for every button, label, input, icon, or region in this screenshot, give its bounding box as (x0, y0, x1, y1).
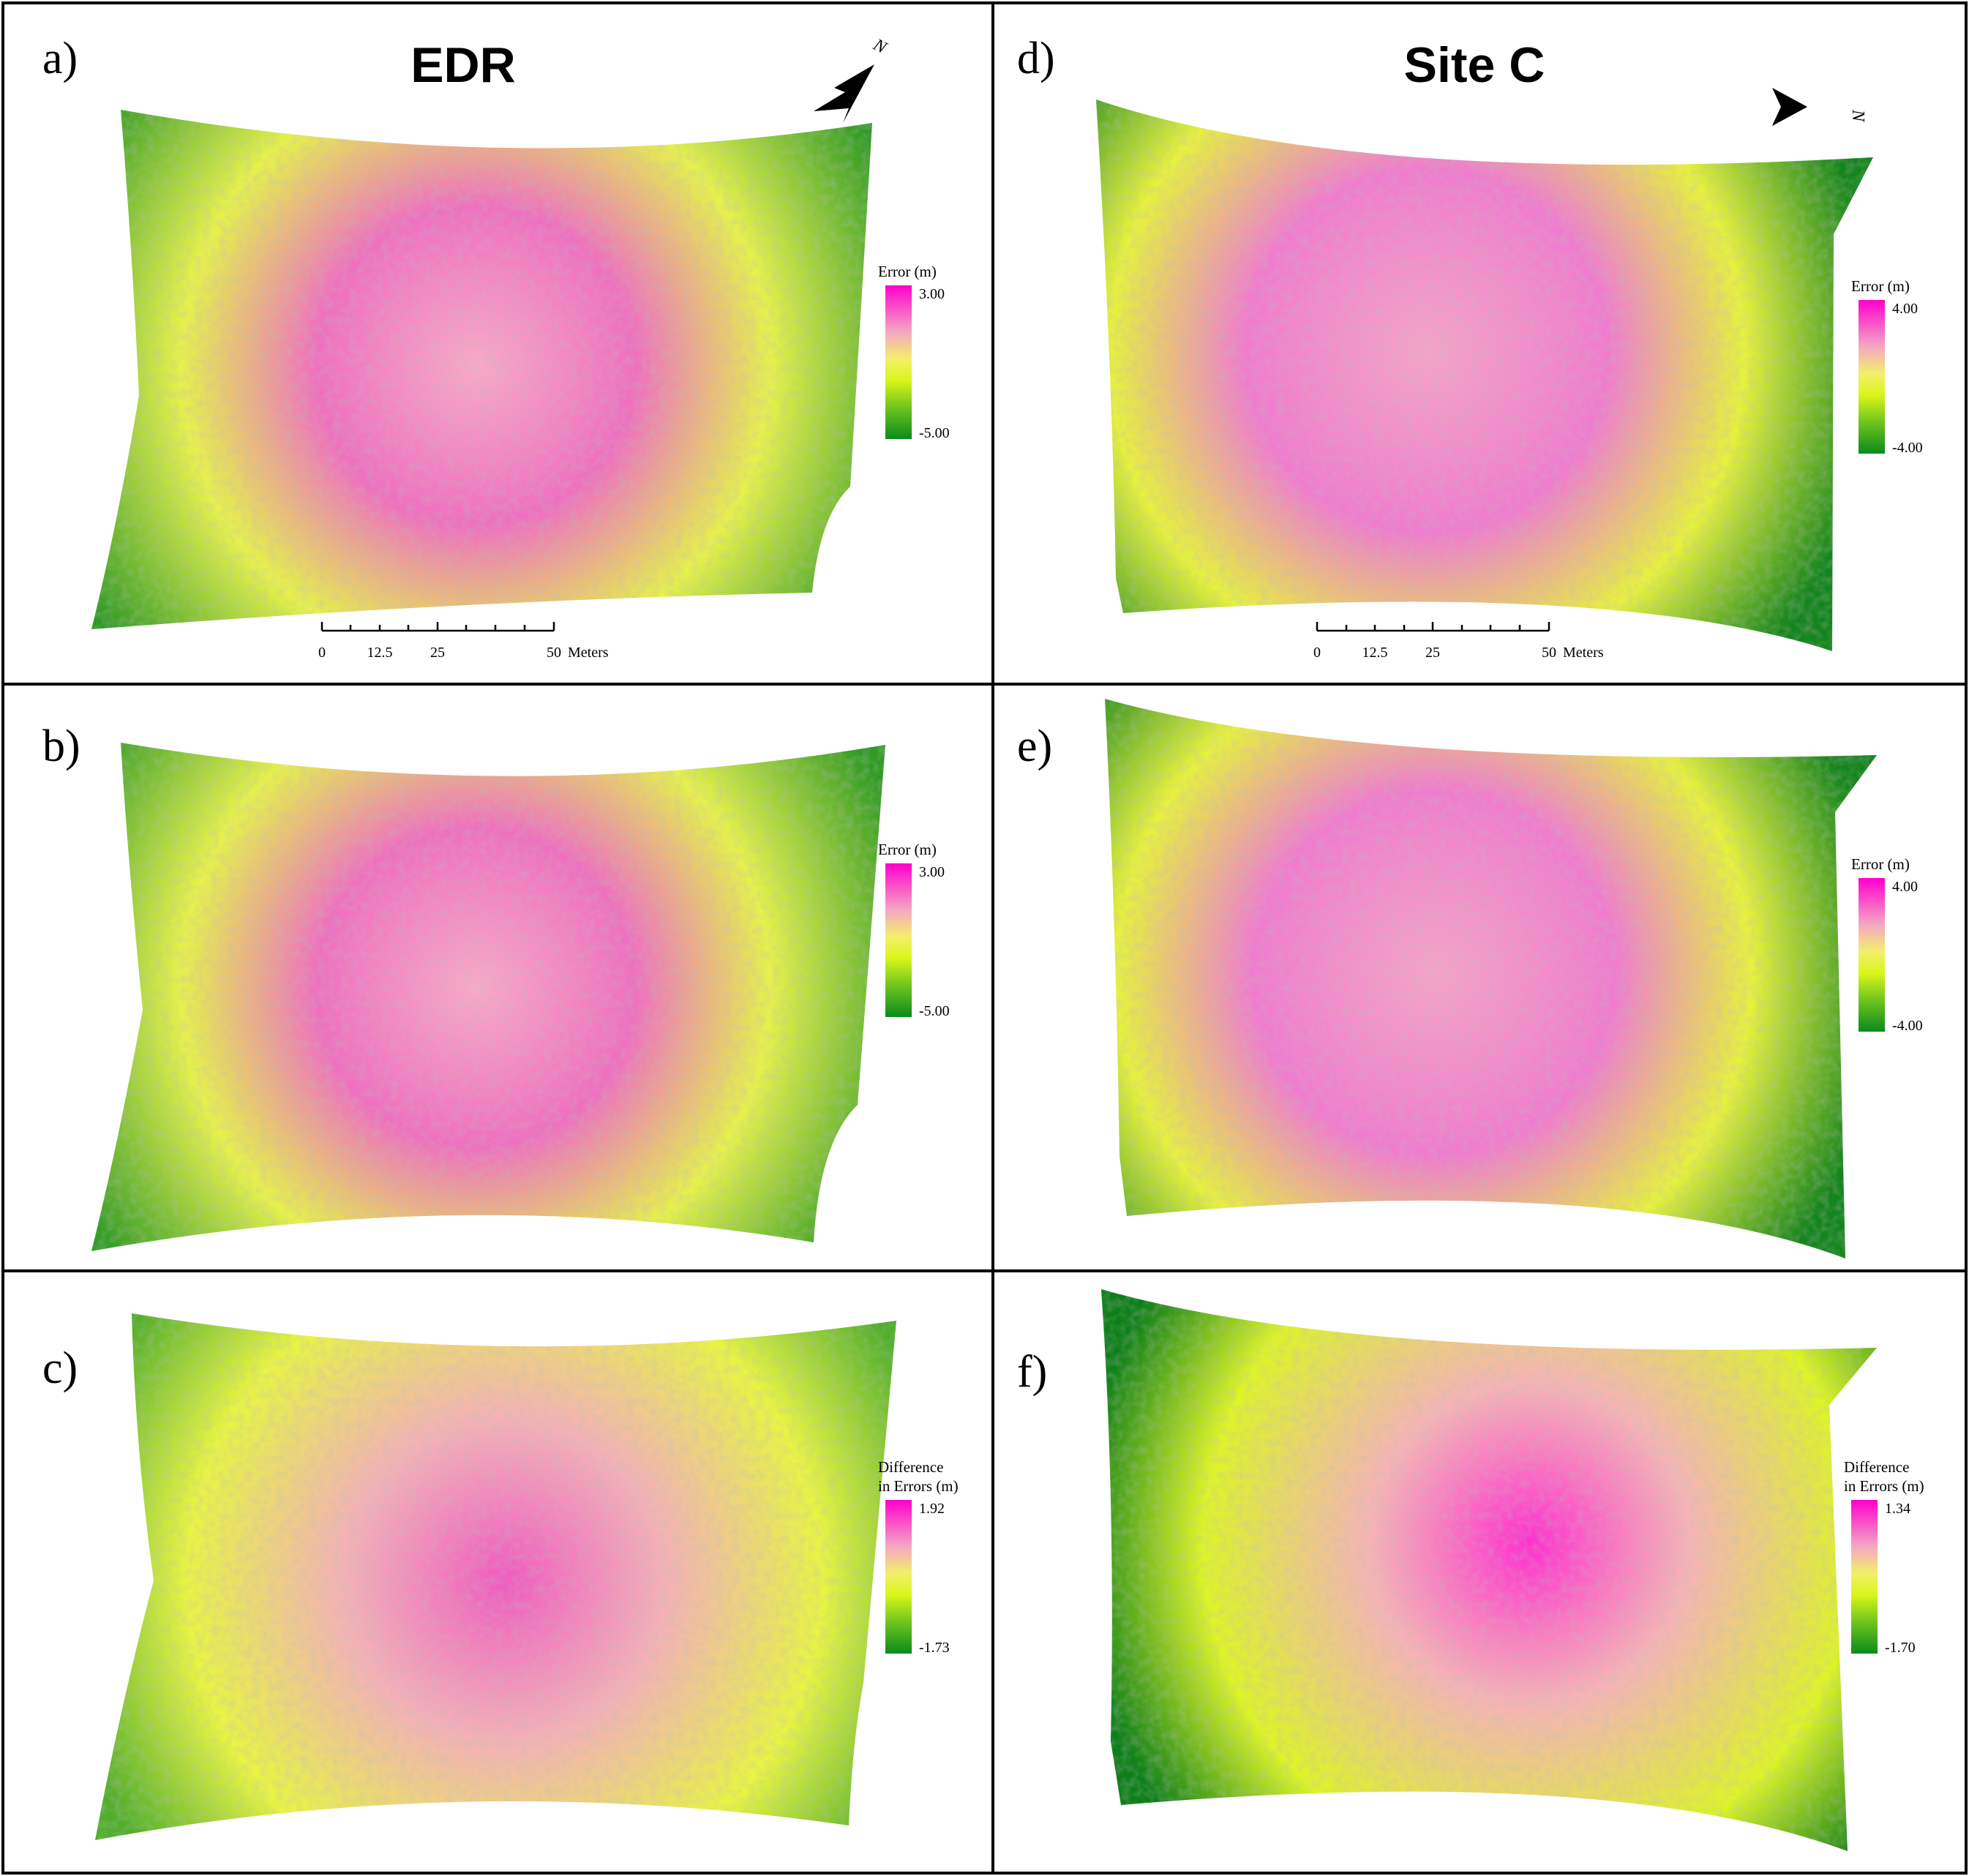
legend: Error (m) 4.00 -4.00 (1851, 855, 1923, 1034)
scale-unit-edr: Meters (568, 645, 609, 661)
north-arrow-icon-site-c: N (1772, 88, 1867, 126)
legend-max-value: 3.00 (919, 864, 945, 880)
legend-color-ramp (885, 863, 912, 1017)
legend-title: Error (m) (1851, 855, 1910, 873)
scale-bar-site-c (1316, 622, 1550, 632)
raster-texture (91, 110, 872, 629)
raster-texture (1105, 699, 1877, 1258)
panel-label: e) (1017, 721, 1052, 771)
legend-min-value: -4.00 (1892, 1018, 1923, 1034)
raster-texture (91, 743, 885, 1251)
legend-max-value: 1.34 (1885, 1501, 1910, 1517)
legend-max-value: 4.00 (1892, 301, 1918, 317)
scale-tick-50-edr: 50 (547, 645, 561, 661)
legend-title: in Errors (m) (1844, 1477, 1924, 1495)
scale-tick-50-site-c: 50 (1542, 645, 1556, 661)
north-arrow-label-site-c: N (1848, 109, 1867, 123)
panel-label: b) (42, 721, 80, 771)
legend-min-value: -1.73 (919, 1640, 950, 1656)
panel-label: d) (1017, 34, 1055, 83)
legend: Error (m) 3.00 -5.00 (878, 841, 950, 1019)
panel-a: a) Error (m) 3.00 -5.00 (42, 34, 950, 629)
legend-title: Error (m) (878, 841, 937, 858)
scale-tick-0-site-c: 0 (1313, 645, 1321, 661)
north-arrow-label-edr: N (869, 35, 890, 59)
legend-min-value: -4.00 (1892, 440, 1923, 456)
panel-e: e) Error (m) 4.00 -4.00 (1017, 699, 1923, 1258)
legend-color-ramp (885, 285, 912, 439)
raster-texture (1096, 100, 1873, 651)
legend-max-value: 1.92 (919, 1501, 945, 1517)
legend-title: Difference (1844, 1458, 1909, 1476)
scale-tick-25-edr: 25 (430, 645, 445, 661)
raster-texture (95, 1313, 896, 1840)
column-title-site-c: Site C (1404, 37, 1545, 93)
scale-tick-12-5-edr: 12.5 (367, 645, 393, 661)
scale-bar-edr (320, 622, 555, 632)
legend-min-value: -1.70 (1885, 1640, 1916, 1656)
legend-max-value: 4.00 (1892, 879, 1918, 895)
scale-unit-site-c: Meters (1563, 645, 1604, 661)
legend-title: in Errors (m) (878, 1477, 959, 1495)
legend-min-value: -5.00 (919, 1003, 950, 1019)
scale-tick-0-edr: 0 (318, 645, 326, 661)
legend: Error (m) 4.00 -4.00 (1851, 277, 1923, 456)
legend-color-ramp (1859, 878, 1885, 1032)
legend-title: Difference (878, 1458, 943, 1476)
panel-label: f) (1017, 1347, 1047, 1397)
panel-b: b) Error (m) 3.00 -5.00 (42, 721, 950, 1251)
legend-color-ramp (1859, 300, 1885, 454)
panel-label: a) (42, 34, 78, 83)
north-arrow-icon-edr: N (814, 35, 890, 123)
raster-texture (1101, 1289, 1877, 1851)
panel-d: d) Error (m) 4.00 -4.00 (1017, 34, 1923, 651)
panel-label: c) (42, 1343, 78, 1393)
panels: a) Error (m) 3.00 -5.00 b) Error (m) 3.00 -5.00… (42, 34, 1924, 1851)
legend-max-value: 3.00 (919, 286, 945, 302)
legend-color-ramp (1851, 1500, 1878, 1654)
legend-min-value: -5.00 (919, 425, 950, 441)
scale-tick-25-site-c: 25 (1425, 645, 1440, 661)
legend-color-ramp (885, 1500, 912, 1654)
legend-title: Error (m) (878, 263, 937, 280)
scale-tick-12-5-site-c: 12.5 (1362, 645, 1388, 661)
column-title-edr: EDR (410, 37, 516, 93)
legend: Error (m) 3.00 -5.00 (878, 263, 950, 441)
legend-title: Error (m) (1851, 277, 1910, 295)
